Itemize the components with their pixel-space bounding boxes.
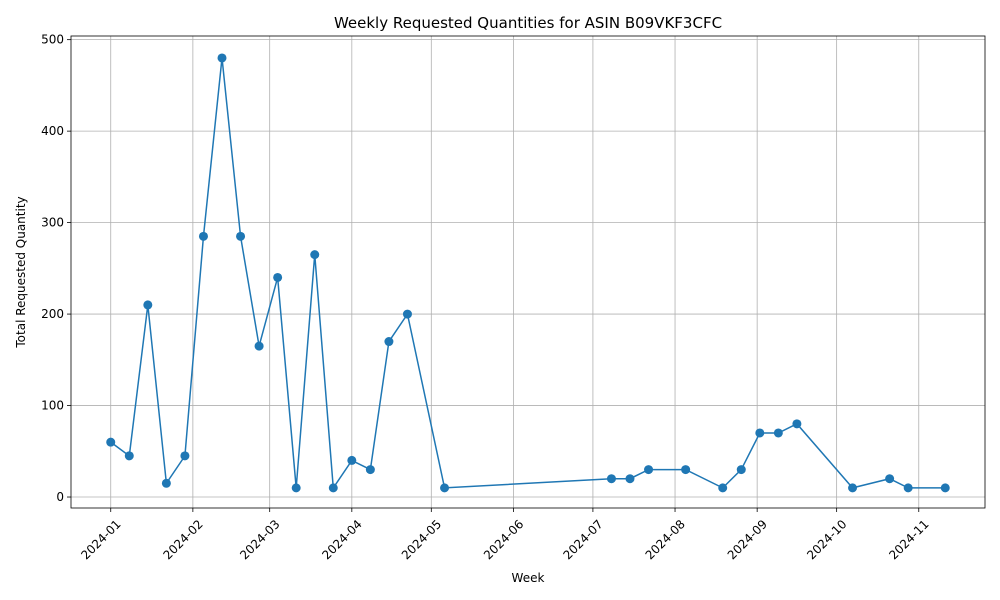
x-tick-label: 2024-06 [481,517,526,562]
data-point [180,451,190,461]
data-point [384,337,394,347]
y-tick-label: 400 [41,124,64,138]
data-point [903,483,913,493]
series-line-layer [110,57,946,491]
data-point [143,300,153,310]
x-tick-label: 2024-07 [560,517,605,562]
x-tick-label: 2024-04 [319,517,364,562]
y-tick-label: 200 [41,307,64,321]
data-point [254,341,264,351]
x-tick-label: 2024-02 [160,517,205,562]
x-tick-label: 2024-11 [886,517,931,562]
data-point [291,483,301,493]
data-point [625,474,635,484]
data-point [347,455,357,465]
data-point [273,272,283,282]
data-point [440,483,450,493]
data-point [236,231,246,241]
series-line [110,57,946,491]
data-point [848,483,858,493]
series-points-layer [106,53,950,493]
x-tick-label: 2024-10 [804,517,849,562]
data-point [198,231,208,241]
data-point [217,53,227,63]
grid [71,36,985,508]
y-axis-label: Total Requested Quantity [14,196,28,348]
data-point [644,465,654,475]
data-point [736,465,746,475]
data-point [328,483,338,493]
x-tick-label: 2024-08 [643,517,688,562]
y-tick-label: 0 [56,490,64,504]
x-tick-label: 2024-05 [399,517,444,562]
x-tick-label: 2024-03 [237,517,282,562]
x-tick-label: 2024-01 [78,517,123,562]
x-axis-label: Week [512,571,545,585]
data-point [681,465,691,475]
data-point [124,451,134,461]
data-point [773,428,783,438]
data-point [885,474,895,484]
data-point [402,309,412,319]
x-tick-label: 2024-09 [725,517,770,562]
x-axis-ticks: 2024-01 2024-02 2024-03 2024-04 2024-05 2024-… [78,508,932,562]
data-point [310,250,320,260]
data-point [718,483,728,493]
data-point [365,465,375,475]
data-point [940,483,950,493]
y-axis-ticks: 0 100 200 300 400 500 [41,33,71,504]
data-point [755,428,765,438]
y-tick-label: 300 [41,216,64,230]
data-point [106,437,116,447]
plot-frame [70,35,986,509]
y-tick-label: 100 [41,399,64,413]
chart-title: Weekly Requested Quantities for ASIN B09… [334,14,722,32]
data-point [161,478,171,488]
data-point [792,419,802,429]
y-tick-label: 500 [41,33,64,47]
data-point [606,474,616,484]
